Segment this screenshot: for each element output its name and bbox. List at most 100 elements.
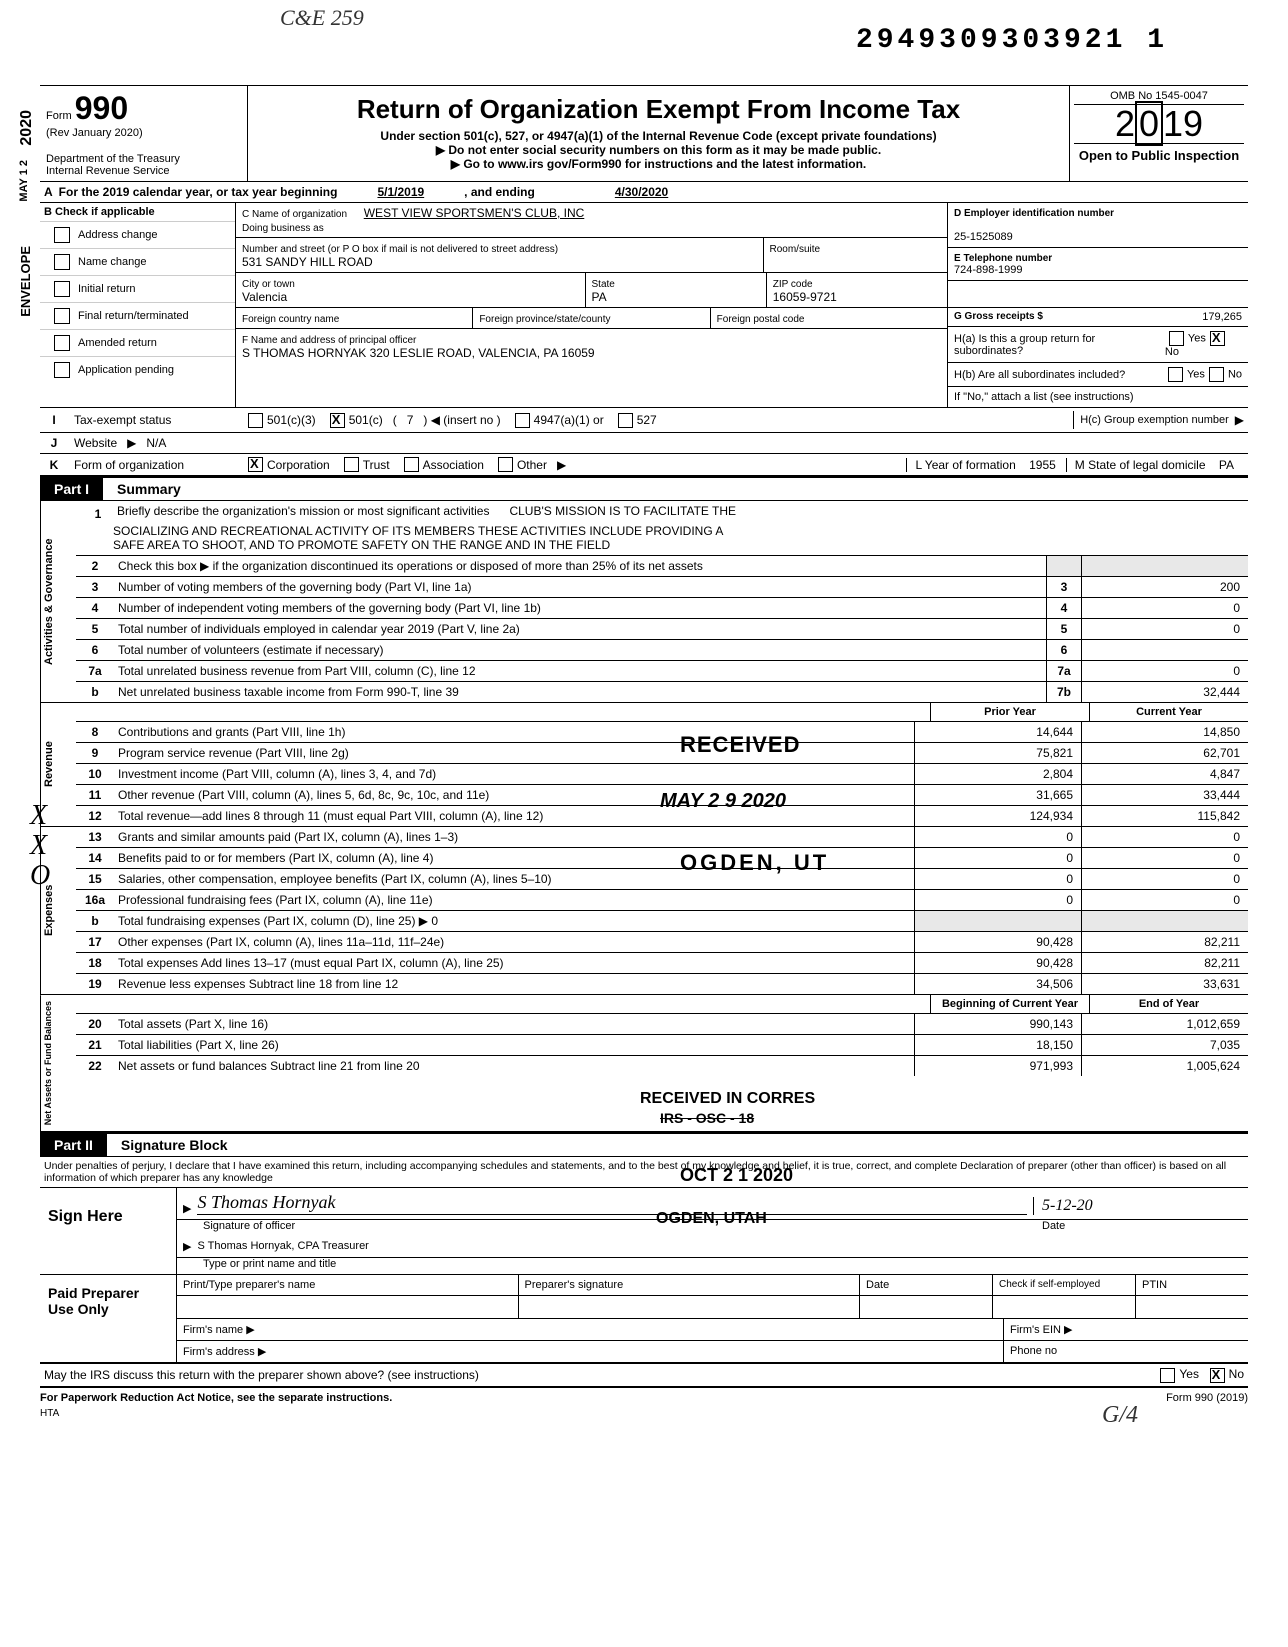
irs-discuss-line: May the IRS discuss this return with the… bbox=[40, 1364, 1248, 1387]
tax-year-end: 4/30/2020 bbox=[615, 185, 668, 199]
fin-row-19: 19Revenue less expenses Subtract line 18… bbox=[76, 974, 1248, 994]
mission-text-2: SOCIALIZING AND RECREATIONAL ACTIVITY OF… bbox=[79, 524, 1245, 538]
principal-officer: S THOMAS HORNYAK 320 LESLIE ROAD, VALENC… bbox=[242, 346, 595, 360]
paid-preparer-label: Paid Preparer Use Only bbox=[40, 1275, 177, 1362]
fin-row-9: 9Program service revenue (Part VIII, lin… bbox=[76, 743, 1248, 764]
form-note2: Go to www.irs gov/Form990 for instructio… bbox=[463, 157, 866, 171]
part-1-tab: Part I bbox=[40, 478, 103, 500]
form-label: Form bbox=[46, 110, 72, 122]
gov-row-2: 2Check this box ▶ if the organization di… bbox=[76, 556, 1248, 577]
open-public: Open to Public Inspection bbox=[1074, 144, 1244, 163]
chk-app-pending[interactable]: Application pending bbox=[40, 356, 235, 383]
form-title: Return of Organization Exempt From Incom… bbox=[258, 94, 1059, 125]
prior-year-header: Prior Year bbox=[930, 703, 1089, 721]
fin-row-17: 17Other expenses (Part IX, column (A), l… bbox=[76, 932, 1248, 953]
form-ref: Form 990 (2019) bbox=[1166, 1392, 1248, 1404]
fin-row-20: 20Total assets (Part X, line 16)990,1431… bbox=[76, 1014, 1248, 1035]
form-number: 990 bbox=[75, 90, 128, 126]
fin-row-12: 12Total revenue—add lines 8 through 11 (… bbox=[76, 806, 1248, 826]
chk-name-change[interactable]: Name change bbox=[40, 248, 235, 275]
org-zip: 16059-9721 bbox=[773, 290, 837, 304]
f-label: F Name and address of principal officer bbox=[242, 335, 416, 346]
form-subtitle: Under section 501(c), 527, or 4947(a)(1)… bbox=[258, 129, 1059, 143]
fin-row-15: 15Salaries, other compensation, employee… bbox=[76, 869, 1248, 890]
column-d: D Employer identification number25-15250… bbox=[948, 203, 1248, 407]
mission-block: 1Briefly describe the organization's mis… bbox=[76, 501, 1248, 556]
bottom-scribble: G/4 bbox=[1102, 1402, 1138, 1429]
chk-address-change[interactable]: Address change bbox=[40, 221, 235, 248]
part-2-header: Part II Signature Block bbox=[40, 1132, 1248, 1157]
expenses-section: Expenses 13Grants and similar amounts pa… bbox=[40, 827, 1248, 995]
fin-row-8: 8Contributions and grants (Part VIII, li… bbox=[76, 722, 1248, 743]
org-address: 531 SANDY HILL ROAD bbox=[242, 255, 373, 269]
state-domicile: PA bbox=[1219, 458, 1234, 472]
line-a-label: A bbox=[44, 185, 53, 199]
dba-label: Doing business as bbox=[242, 223, 324, 234]
sign-date-value: 5-12-20 bbox=[1042, 1197, 1093, 1214]
section-bcd: B Check if applicable Address change Nam… bbox=[40, 203, 1248, 408]
header-right: OMB No 1545-0047 20201919 Open to Public… bbox=[1070, 86, 1248, 181]
fin-row-13: 13Grants and similar amounts paid (Part … bbox=[76, 827, 1248, 848]
column-b: B Check if applicable Address change Nam… bbox=[40, 203, 236, 407]
officer-signature: S Thomas Hornyak bbox=[197, 1192, 1027, 1215]
fin-row-16a: 16aProfessional fundraising fees (Part I… bbox=[76, 890, 1248, 911]
form-irs: Internal Revenue Service bbox=[46, 165, 241, 177]
gov-row-4: 4Number of independent voting members of… bbox=[76, 598, 1248, 619]
gov-row-b: bNet unrelated business taxable income f… bbox=[76, 682, 1248, 702]
gov-row-6: 6Total number of volunteers (estimate if… bbox=[76, 640, 1248, 661]
line-a-mid: , and ending bbox=[464, 185, 535, 199]
hta: HTA bbox=[40, 1408, 1248, 1419]
fin-header: Prior Year Current Year bbox=[76, 703, 1248, 722]
chk-amended[interactable]: Amended return bbox=[40, 329, 235, 356]
org-city: Valencia bbox=[242, 290, 287, 304]
initial-x-1: X bbox=[30, 800, 47, 832]
gov-row-5: 5Total number of individuals employed in… bbox=[76, 619, 1248, 640]
paid-preparer-block: Paid Preparer Use Only Print/Type prepar… bbox=[40, 1275, 1248, 1364]
501c-number: 7 bbox=[407, 413, 414, 427]
barcode-number: 2949309303921 1 bbox=[856, 25, 1168, 56]
fin-row-b: bTotal fundraising expenses (Part IX, co… bbox=[76, 911, 1248, 932]
part-1-title: Summary bbox=[103, 481, 181, 497]
net-assets-section: Net Assets or Fund Balances Beginning of… bbox=[40, 995, 1248, 1132]
tax-year-begin: 5/1/2019 bbox=[377, 185, 424, 199]
footer: For Paperwork Reduction Act Notice, see … bbox=[40, 1388, 1248, 1408]
line-k: K Form of organization Corporation Trust… bbox=[40, 454, 1248, 476]
org-state: PA bbox=[592, 290, 607, 304]
side-label-governance: Activities & Governance bbox=[40, 501, 76, 702]
chk-initial-return[interactable]: Initial return bbox=[40, 275, 235, 302]
current-year-header: Current Year bbox=[1089, 703, 1248, 721]
chk-final-return[interactable]: Final return/terminated bbox=[40, 302, 235, 329]
phone: 724-898-1999 bbox=[954, 264, 1023, 276]
side-envelope: ENVELOPE bbox=[18, 246, 33, 317]
gross-receipts: 179,265 bbox=[1202, 311, 1242, 323]
part-1-header: Part I Summary bbox=[40, 476, 1248, 501]
part-2-tab: Part II bbox=[40, 1134, 107, 1156]
col-b-header: B Check if applicable bbox=[40, 203, 235, 221]
room-label: Room/suite bbox=[770, 244, 821, 255]
fin-row-11: 11Other revenue (Part VIII, column (A), … bbox=[76, 785, 1248, 806]
side-year: 2020 bbox=[18, 110, 36, 146]
form-header: Form 990 (Rev January 2020) Department o… bbox=[40, 85, 1248, 182]
gov-row-3: 3Number of voting members of the governi… bbox=[76, 577, 1248, 598]
line-j: J Website ▶ N/A bbox=[40, 433, 1248, 454]
side-date: MAY 1 2 bbox=[18, 160, 30, 202]
fin-row-14: 14Benefits paid to or for members (Part … bbox=[76, 848, 1248, 869]
revenue-section: Revenue Prior Year Current Year 8Contrib… bbox=[40, 703, 1248, 827]
sign-here-label: Sign Here bbox=[40, 1188, 177, 1274]
line-a-text: For the 2019 calendar year, or tax year … bbox=[59, 185, 338, 199]
mission-text-3: SAFE AREA TO SHOOT, AND TO PROMOTE SAFET… bbox=[79, 538, 1245, 552]
header-left: Form 990 (Rev January 2020) Department o… bbox=[40, 86, 248, 181]
form-note1: Do not enter social security numbers on … bbox=[448, 143, 881, 157]
gov-row-7a: 7aTotal unrelated business revenue from … bbox=[76, 661, 1248, 682]
handwritten-note: C&E 259 bbox=[280, 5, 364, 31]
fin-row-22: 22Net assets or fund balances Subtract l… bbox=[76, 1056, 1248, 1076]
initial-o: O bbox=[30, 860, 50, 892]
form-dept: Department of the Treasury bbox=[46, 153, 241, 165]
line-a: A For the 2019 calendar year, or tax yea… bbox=[40, 182, 1248, 203]
addr-label: Number and street (or P O box if mail is… bbox=[242, 244, 558, 255]
net-header: Beginning of Current Year End of Year bbox=[76, 995, 1248, 1014]
c-name-label: C Name of organization bbox=[242, 209, 347, 220]
line-i: I Tax-exempt status 501(c)(3) 501(c) ( 7… bbox=[40, 408, 1248, 433]
begin-year-header: Beginning of Current Year bbox=[930, 995, 1089, 1013]
penalties-text: Under penalties of perjury, I declare th… bbox=[40, 1157, 1248, 1188]
